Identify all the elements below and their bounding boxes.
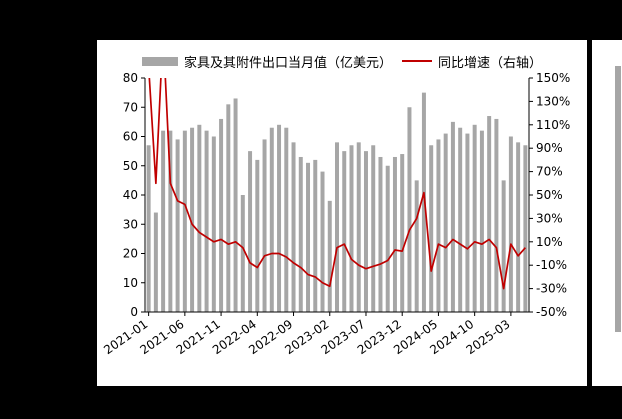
export-chart-panel: 家具及其附件出口当月值（亿美元） 同比增速（右轴） 80 70 60 50 40 30 20… bbox=[97, 40, 587, 386]
chart-svg: 80 70 60 50 40 30 20 10 0 150% 130% 110% 90% 70% 50% 30… bbox=[101, 72, 570, 357]
svg-text:0: 0 bbox=[130, 305, 138, 319]
svg-text:80: 80 bbox=[123, 72, 138, 85]
svg-text:50%: 50% bbox=[536, 188, 563, 202]
line-series-label: 同比增速（右轴） bbox=[438, 55, 543, 71]
svg-text:10%: 10% bbox=[536, 235, 563, 249]
legend-item-line-series: 同比增速（右轴） bbox=[402, 52, 542, 71]
svg-text:60: 60 bbox=[123, 130, 138, 144]
adjacent-chart-edge bbox=[592, 40, 622, 386]
svg-text:90%: 90% bbox=[536, 141, 563, 155]
adjacent-chart-bar bbox=[615, 66, 621, 332]
bar-series-label: 家具及其附件出口当月值（亿美元） bbox=[183, 55, 392, 71]
svg-text:20: 20 bbox=[123, 247, 138, 261]
legend-item-bar-series: 家具及其附件出口当月值（亿美元） bbox=[141, 52, 392, 71]
chart-legend: 家具及其附件出口当月值（亿美元） 同比增速（右轴） bbox=[97, 50, 587, 72]
svg-text:70: 70 bbox=[123, 100, 138, 114]
svg-text:-50%: -50% bbox=[536, 305, 567, 319]
line-series-swatch-icon bbox=[402, 60, 432, 62]
svg-text:40: 40 bbox=[123, 188, 138, 202]
svg-text:70%: 70% bbox=[536, 165, 563, 179]
chart-plot-area: 80 70 60 50 40 30 20 10 0 150% 130% 110% 90% 70% 50% 30… bbox=[99, 72, 585, 384]
svg-text:130%: 130% bbox=[536, 94, 570, 108]
bar-series-swatch-icon bbox=[141, 56, 178, 66]
svg-text:10: 10 bbox=[123, 276, 138, 290]
svg-text:30: 30 bbox=[123, 217, 138, 231]
svg-text:110%: 110% bbox=[536, 118, 570, 132]
svg-text:-10%: -10% bbox=[536, 258, 567, 272]
svg-text:150%: 150% bbox=[536, 72, 570, 85]
svg-text:50: 50 bbox=[123, 159, 138, 173]
svg-text:30%: 30% bbox=[536, 211, 563, 225]
svg-text:-30%: -30% bbox=[536, 282, 567, 296]
